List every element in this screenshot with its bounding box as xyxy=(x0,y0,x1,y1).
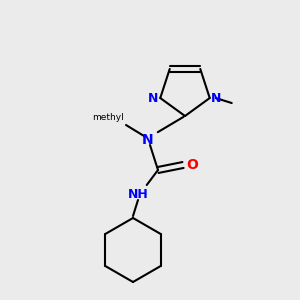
Text: methyl: methyl xyxy=(92,113,124,122)
Text: N: N xyxy=(148,92,158,104)
Text: N: N xyxy=(142,133,154,147)
Text: NH: NH xyxy=(128,188,148,202)
Text: N: N xyxy=(211,92,221,104)
Text: O: O xyxy=(186,158,198,172)
